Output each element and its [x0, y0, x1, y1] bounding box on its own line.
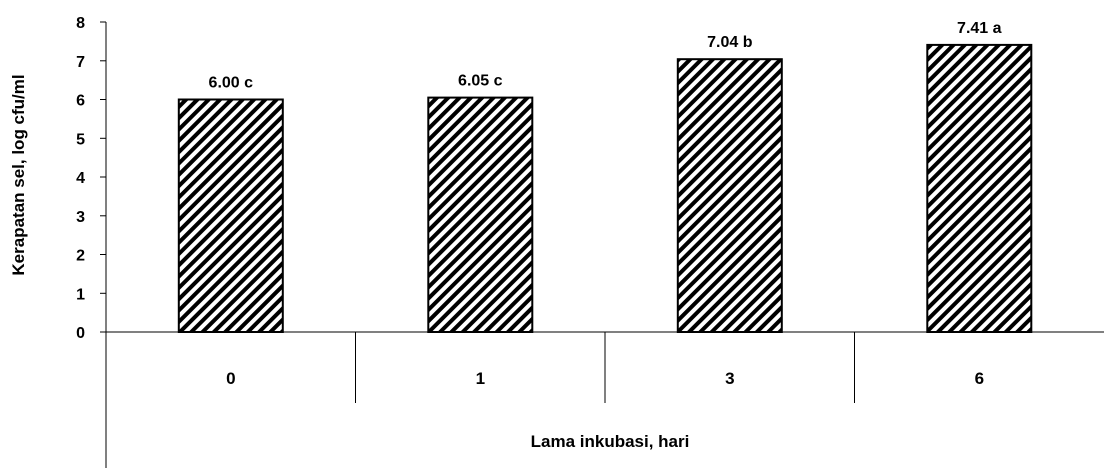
y-tick-label: 2	[76, 248, 85, 265]
bars-group	[177, 43, 1033, 334]
x-tick-label: 3	[725, 369, 734, 388]
y-tick-label: 4	[76, 170, 85, 187]
data-label: 7.41 a	[957, 20, 1002, 37]
data-label: 7.04 b	[707, 34, 753, 51]
y-tick-label: 3	[76, 209, 85, 226]
y-tick-label: 0	[76, 325, 85, 342]
bar-6	[926, 43, 1033, 334]
data-label: 6.05 c	[458, 73, 503, 90]
bar-0	[177, 98, 284, 333]
y-tick-label: 1	[76, 286, 85, 303]
x-axis-title: Lama inkubasi, hari	[531, 432, 690, 451]
y-tick-label: 8	[76, 15, 85, 32]
x-tick-label: 6	[975, 369, 984, 388]
y-tick-label: 7	[76, 54, 85, 71]
y-tick-label: 5	[76, 131, 85, 148]
axes-group	[100, 21, 1104, 468]
y-axis-title: Kerapatan sel, log cfu/ml	[9, 74, 28, 275]
bar-1	[427, 96, 534, 333]
data-label: 6.00 c	[209, 75, 254, 92]
bar-3	[676, 58, 783, 333]
y-tick-label: 6	[76, 93, 85, 110]
labels-group: 6.00 c 0 6.05 c 1 7.04 b 3 7.41 a 6 0 1 2 3 4 5 6 7 8	[76, 15, 1002, 388]
x-tick-label: 1	[476, 369, 485, 388]
x-tick-label: 0	[226, 369, 235, 388]
